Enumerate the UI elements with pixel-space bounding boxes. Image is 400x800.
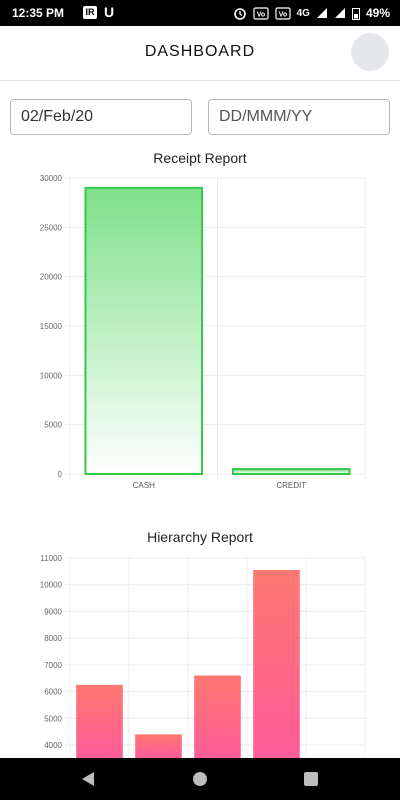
hierarchy-bar [194,675,241,758]
receipt-y-tick-label: 30000 [40,174,63,183]
receipt-chart-title: Receipt Report [153,150,247,166]
receipt-y-tick-label: 0 [58,470,63,479]
receipt-bar [84,186,204,475]
hierarchy-chart: 4000 5000 6000 7000 8000 9000 10000 11000 [40,554,366,758]
navigation-bar [0,758,400,800]
hierarchy-bar [135,734,182,758]
battery-icon [351,7,360,20]
volte-2-icon: Vo [275,6,291,20]
network-type-label: 4G [296,7,310,19]
receipt-y-tick-label: 5000 [44,421,62,430]
avatar[interactable] [351,33,389,71]
signal-icon-2 [334,8,345,18]
hierarchy-bar [253,570,300,758]
hierarchy-y-tick-label: 10000 [40,581,63,590]
status-indicators: Vo Vo 4G 49% [233,6,390,20]
hierarchy-y-tick-label: 4000 [44,741,62,750]
recents-icon[interactable] [303,771,319,787]
notification-app-icon-2: U [104,4,115,20]
hierarchy-y-tick-label: 7000 [44,661,62,670]
receipt-bar [231,468,351,476]
back-icon[interactable] [80,771,96,787]
notification-app-icon: IR [83,6,97,19]
to-date-input[interactable] [208,99,390,135]
receipt-y-tick-label: 20000 [40,273,63,282]
hierarchy-bar [76,684,123,758]
receipt-x-tick-label: CREDIT [276,481,306,490]
svg-text:Vo: Vo [278,11,286,18]
battery-percentage: 49% [365,6,390,20]
receipt-y-tick-label: 15000 [40,322,63,331]
hierarchy-y-tick-label: 8000 [44,634,62,643]
receipt-y-tick-label: 10000 [40,371,63,380]
alarm-icon [233,8,246,20]
page-title: DASHBOARD [144,43,256,60]
hierarchy-y-tick-label: 6000 [44,688,62,697]
status-bar: 12:35 PM IR U Vo Vo 4G 49% [0,0,400,26]
hierarchy-y-tick-label: 5000 [44,714,62,723]
hierarchy-y-tick-label: 9000 [44,607,62,616]
app-header: DASHBOARD [0,26,400,81]
home-icon[interactable] [192,771,208,787]
hierarchy-chart-title: Hierarchy Report [147,529,253,545]
status-time: 12:35 PM [12,6,65,20]
from-date-input[interactable] [10,99,192,135]
volte-1-icon: Vo [253,6,269,20]
receipt-chart: 0 5000 10000 15000 20000 25000 30000 CASH CREDIT [40,174,366,490]
svg-text:Vo: Vo [256,11,264,18]
receipt-x-tick-label: CASH [133,481,155,490]
receipt-y-tick-label: 25000 [40,223,63,232]
signal-icon-1 [316,8,327,18]
hierarchy-y-tick-label: 11000 [40,554,62,563]
